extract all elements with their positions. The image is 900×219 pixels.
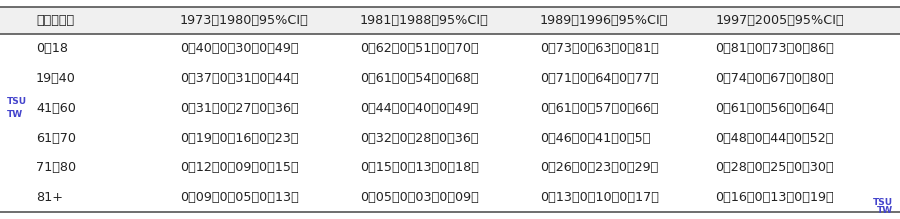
Text: 0．44（0．40～0．49）: 0．44（0．40～0．49） — [360, 102, 478, 115]
Text: 71～80: 71～80 — [36, 161, 76, 174]
Text: 0．31（0．27～0．36）: 0．31（0．27～0．36） — [180, 102, 299, 115]
Text: TW: TW — [7, 110, 23, 119]
Text: 41～60: 41～60 — [36, 102, 76, 115]
Text: 0．13（0．10～0．17）: 0．13（0．10～0．17） — [540, 191, 659, 204]
Text: 1981～1988（95%CI）: 1981～1988（95%CI） — [360, 14, 489, 27]
Text: 0．46（0．41～0．5）: 0．46（0．41～0．5） — [540, 132, 651, 145]
Text: 61～70: 61～70 — [36, 132, 76, 145]
Text: 0．26（0．23～0．29）: 0．26（0．23～0．29） — [540, 161, 658, 174]
Text: 0．74（0．67～0．80）: 0．74（0．67～0．80） — [716, 72, 834, 85]
Text: 0．48（0．44～0．52）: 0．48（0．44～0．52） — [716, 132, 834, 145]
Text: 0．28（0．25～0．30）: 0．28（0．25～0．30） — [716, 161, 834, 174]
Text: 0．61（0．56～0．64）: 0．61（0．56～0．64） — [716, 102, 834, 115]
Text: 0～18: 0～18 — [36, 42, 68, 55]
Text: 19～40: 19～40 — [36, 72, 76, 85]
Text: 0．81（0．73～0．86）: 0．81（0．73～0．86） — [716, 42, 834, 55]
Text: 0．16（0．13～0．19）: 0．16（0．13～0．19） — [716, 191, 834, 204]
Text: 1997～2005（95%CI）: 1997～2005（95%CI） — [716, 14, 844, 27]
Text: 1989～1996（95%CI）: 1989～1996（95%CI） — [540, 14, 669, 27]
Text: TSU: TSU — [873, 198, 893, 207]
Text: 0．37（0．31～0．44）: 0．37（0．31～0．44） — [180, 72, 299, 85]
Text: 0．32（0．28～0．36）: 0．32（0．28～0．36） — [360, 132, 479, 145]
Text: 0．19（0．16～0．23）: 0．19（0．16～0．23） — [180, 132, 299, 145]
Text: 81+: 81+ — [36, 191, 63, 204]
Text: TSU: TSU — [7, 97, 27, 106]
Text: 0．73（0．63～0．81）: 0．73（0．63～0．81） — [540, 42, 659, 55]
Text: TW: TW — [877, 206, 893, 215]
Text: 年龄（岁）: 年龄（岁） — [36, 14, 74, 27]
Text: 0．05（0．03～0．09）: 0．05（0．03～0．09） — [360, 191, 479, 204]
FancyBboxPatch shape — [0, 7, 900, 34]
Text: 0．09（0．05～0．13）: 0．09（0．05～0．13） — [180, 191, 299, 204]
Text: 0．40（0．30～0．49）: 0．40（0．30～0．49） — [180, 42, 299, 55]
Text: 1973～1980（95%CI）: 1973～1980（95%CI） — [180, 14, 309, 27]
Text: 0．61（0．57～0．66）: 0．61（0．57～0．66） — [540, 102, 659, 115]
Text: 0．12（0．09～0．15）: 0．12（0．09～0．15） — [180, 161, 299, 174]
Text: 0．62（0．51～0．70）: 0．62（0．51～0．70） — [360, 42, 479, 55]
Text: 0．15（0．13～0．18）: 0．15（0．13～0．18） — [360, 161, 479, 174]
Text: 0．61（0．54～0．68）: 0．61（0．54～0．68） — [360, 72, 479, 85]
Text: 0．71（0．64～0．77）: 0．71（0．64～0．77） — [540, 72, 659, 85]
